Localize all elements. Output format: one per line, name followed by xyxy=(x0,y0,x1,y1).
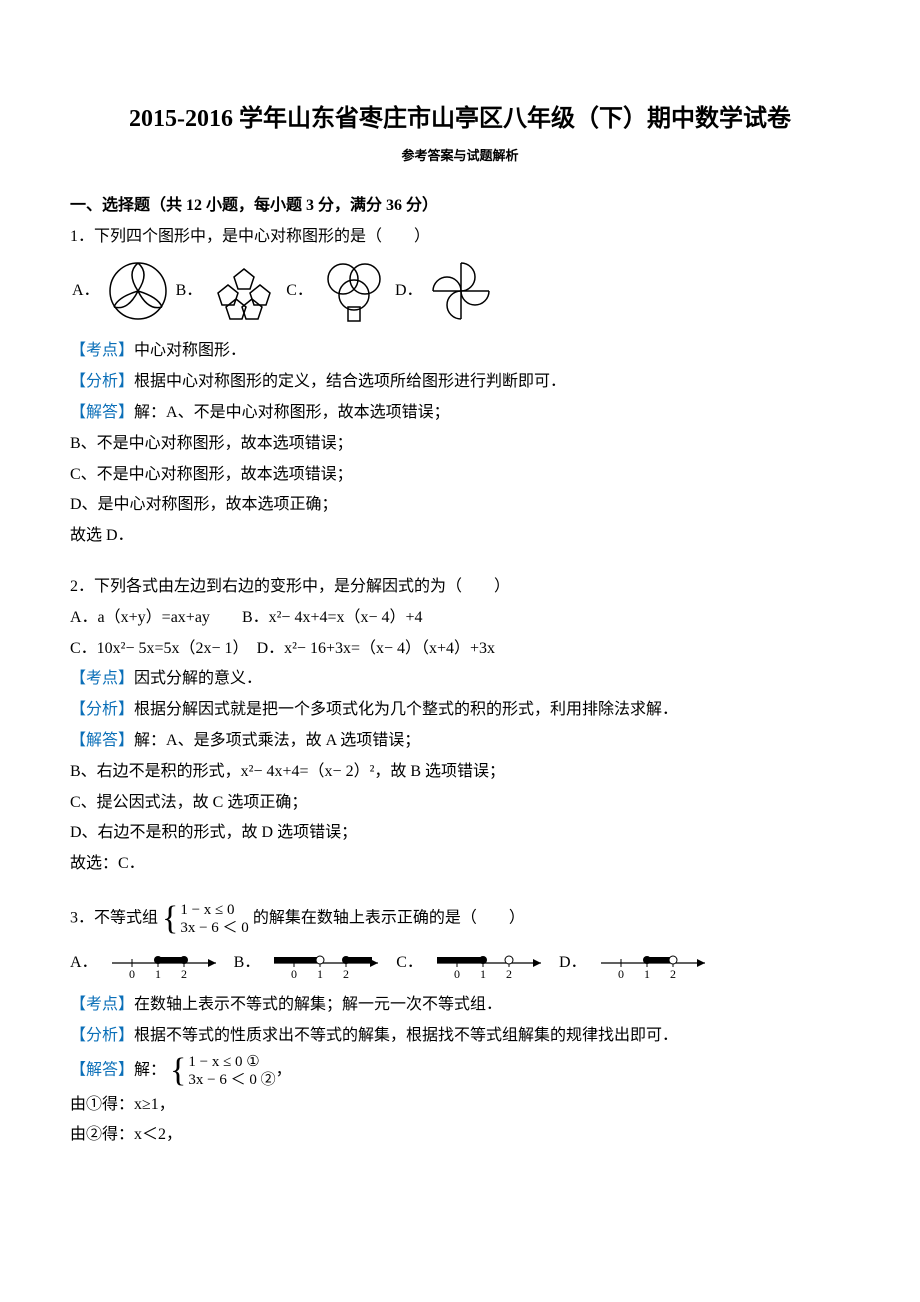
q3-line2: 由②得：x＜2， xyxy=(70,1121,850,1150)
q3-sys-row2: 3x − 6 ＜ 0 xyxy=(180,919,248,937)
q2-line-ab: A．a（x+y）=ax+ay B．x²− 4x+4=x（x− 4）+4 xyxy=(70,604,850,633)
kaodian-label: 【考点】 xyxy=(70,996,134,1013)
q2-optD: D．x²− 16+3x=（x− 4）（x+4）+3x xyxy=(257,640,496,657)
q3-stem-pre: 3．不等式组 xyxy=(70,910,158,927)
q3-jieda: 【解答】解： { 1 − x ≤ 0 ① 3x − 6 ＜ 0 ② ， xyxy=(70,1053,850,1089)
q3-jsys-row1: 1 − x ≤ 0 ① xyxy=(188,1053,275,1071)
q3-system-brace: { 1 − x ≤ 0 3x − 6 ＜ 0 xyxy=(162,901,249,937)
kaodian-label: 【考点】 xyxy=(70,342,134,359)
jieda-label: 【解答】 xyxy=(70,1061,134,1078)
section-1-heading: 一、选择题（共 12 小题，每小题 3 分，满分 36 分） xyxy=(70,192,850,221)
q3-stem-post: 的解集在数轴上表示正确的是（ ） xyxy=(253,910,525,927)
svg-text:0: 0 xyxy=(454,967,460,981)
q1-jieda-b: B、不是中心对称图形，故本选项错误； xyxy=(70,430,850,459)
svg-text:0: 0 xyxy=(129,967,135,981)
q1-answer: 故选 D． xyxy=(70,522,850,551)
svg-text:1: 1 xyxy=(644,967,650,981)
three-circle-square-icon xyxy=(319,259,389,323)
trefoil-circle-icon xyxy=(106,259,170,323)
svg-text:1: 1 xyxy=(155,967,161,981)
svg-text:1: 1 xyxy=(480,967,486,981)
q2-jieda-d: D、右边不是积的形式，故 D 选项错误； xyxy=(70,819,850,848)
q1-kaodian: 【考点】中心对称图形． xyxy=(70,337,850,366)
brace-icon: { xyxy=(162,902,178,936)
q1-jieda-c: C、不是中心对称图形，故本选项错误； xyxy=(70,461,850,490)
fenxi-label: 【分析】 xyxy=(70,373,134,390)
q3-optC-label: C． xyxy=(396,949,423,978)
svg-text:0: 0 xyxy=(291,967,297,981)
page-title: 2015-2016 学年山东省枣庄市山亭区八年级（下）期中数学试卷 xyxy=(70,100,850,138)
pinwheel-icon xyxy=(429,259,493,323)
q2-jieda-c: C、提公因式法，故 C 选项正确； xyxy=(70,789,850,818)
q2-jieda-a: 【解答】解：A、是多项式乘法，故 A 选项错误； xyxy=(70,727,850,756)
numberline-a-icon: 0 1 2 xyxy=(106,945,226,981)
q2-optC: C．10x²− 5x=5x（2x− 1） xyxy=(70,640,241,657)
q1-kaodian-text: 中心对称图形． xyxy=(134,342,246,359)
q1-options: A． B． C． D． xyxy=(70,259,850,323)
svg-text:2: 2 xyxy=(670,967,676,981)
q3-optA-label: A． xyxy=(70,949,98,978)
q2-jieda-b: B、右边不是积的形式，x²− 4x+4=（x− 2）²，故 B 选项错误； xyxy=(70,758,850,787)
svg-text:2: 2 xyxy=(181,967,187,981)
q2-fenxi: 【分析】根据分解因式就是把一个多项式化为几个整式的积的形式，利用排除法求解． xyxy=(70,696,850,725)
q2-line-cd: C．10x²− 5x=5x（2x− 1） D．x²− 16+3x=（x− 4）（… xyxy=(70,635,850,664)
q2-fenxi-text: 根据分解因式就是把一个多项式化为几个整式的积的形式，利用排除法求解． xyxy=(134,701,678,718)
q1-optD-label: D． xyxy=(395,277,423,306)
q2-jieda-a-text: 解：A、是多项式乘法，故 A 选项错误； xyxy=(134,732,420,749)
jieda-label: 【解答】 xyxy=(70,732,134,749)
q3-kaodian-text: 在数轴上表示不等式的解集；解一元一次不等式组． xyxy=(134,996,502,1013)
q3-jsys-row2: 3x − 6 ＜ 0 ② xyxy=(188,1071,275,1089)
q1-jieda-a-text: 解：A、不是中心对称图形，故本选项错误； xyxy=(134,404,450,421)
q1-jieda-d: D、是中心对称图形，故本选项正确； xyxy=(70,491,850,520)
q3-optD-label: D． xyxy=(559,949,587,978)
q3-line1: 由①得：x≥1， xyxy=(70,1091,850,1120)
q2-kaodian-text: 因式分解的意义． xyxy=(134,670,262,687)
svg-text:1: 1 xyxy=(317,967,323,981)
q3-kaodian: 【考点】在数轴上表示不等式的解集；解一元一次不等式组． xyxy=(70,991,850,1020)
q1-optB-label: B． xyxy=(176,277,203,306)
q1-fenxi: 【分析】根据中心对称图形的定义，结合选项所给图形进行判断即可． xyxy=(70,368,850,397)
q2-optA: A．a（x+y）=ax+ay xyxy=(70,609,210,626)
q3-jieda-system-brace: { 1 − x ≤ 0 ① 3x − 6 ＜ 0 ② xyxy=(170,1053,276,1089)
svg-text:2: 2 xyxy=(506,967,512,981)
q2-answer: 故选：C． xyxy=(70,850,850,879)
q2-kaodian: 【考点】因式分解的意义． xyxy=(70,665,850,694)
q1-optA-label: A． xyxy=(72,277,100,306)
q3-jieda-pre: 解： xyxy=(134,1061,166,1078)
q3-fenxi-text: 根据不等式的性质求出不等式的解集，根据找不等式组解集的规律找出即可． xyxy=(134,1027,678,1044)
q3-stem: 3．不等式组 { 1 − x ≤ 0 3x − 6 ＜ 0 的解集在数轴上表示正… xyxy=(70,901,850,937)
jieda-label: 【解答】 xyxy=(70,404,134,421)
q1-stem: 1．下列四个图形中，是中心对称图形的是（ ） xyxy=(70,223,850,252)
svg-text:2: 2 xyxy=(343,967,349,981)
brace-icon: { xyxy=(170,1054,186,1088)
q1-jieda-a: 【解答】解：A、不是中心对称图形，故本选项错误； xyxy=(70,399,850,428)
q3-fenxi: 【分析】根据不等式的性质求出不等式的解集，根据找不等式组解集的规律找出即可． xyxy=(70,1022,850,1051)
numberline-b-icon: 0 1 2 xyxy=(268,945,388,981)
numberline-d-icon: 0 1 2 xyxy=(595,945,715,981)
svg-text:0: 0 xyxy=(618,967,624,981)
q3-optB-label: B． xyxy=(234,949,261,978)
pentagons-icon xyxy=(208,259,280,323)
q3-sys-row1: 1 − x ≤ 0 xyxy=(180,901,248,919)
numberline-c-icon: 0 1 2 xyxy=(431,945,551,981)
fenxi-label: 【分析】 xyxy=(70,701,134,718)
q1-optC-label: C． xyxy=(286,277,313,306)
page-subtitle: 参考答案与试题解析 xyxy=(70,144,850,167)
q2-stem: 2．下列各式由左边到右边的变形中，是分解因式的为（ ） xyxy=(70,573,850,602)
q3-options: A． 0 1 2 B． 0 1 2 C． 0 1 2 D． 0 1 xyxy=(70,945,850,981)
kaodian-label: 【考点】 xyxy=(70,670,134,687)
q2-optB: B．x²− 4x+4=x（x− 4）+4 xyxy=(242,609,423,626)
q1-fenxi-text: 根据中心对称图形的定义，结合选项所给图形进行判断即可． xyxy=(134,373,566,390)
q3-jieda-post: ， xyxy=(276,1061,292,1078)
fenxi-label: 【分析】 xyxy=(70,1027,134,1044)
